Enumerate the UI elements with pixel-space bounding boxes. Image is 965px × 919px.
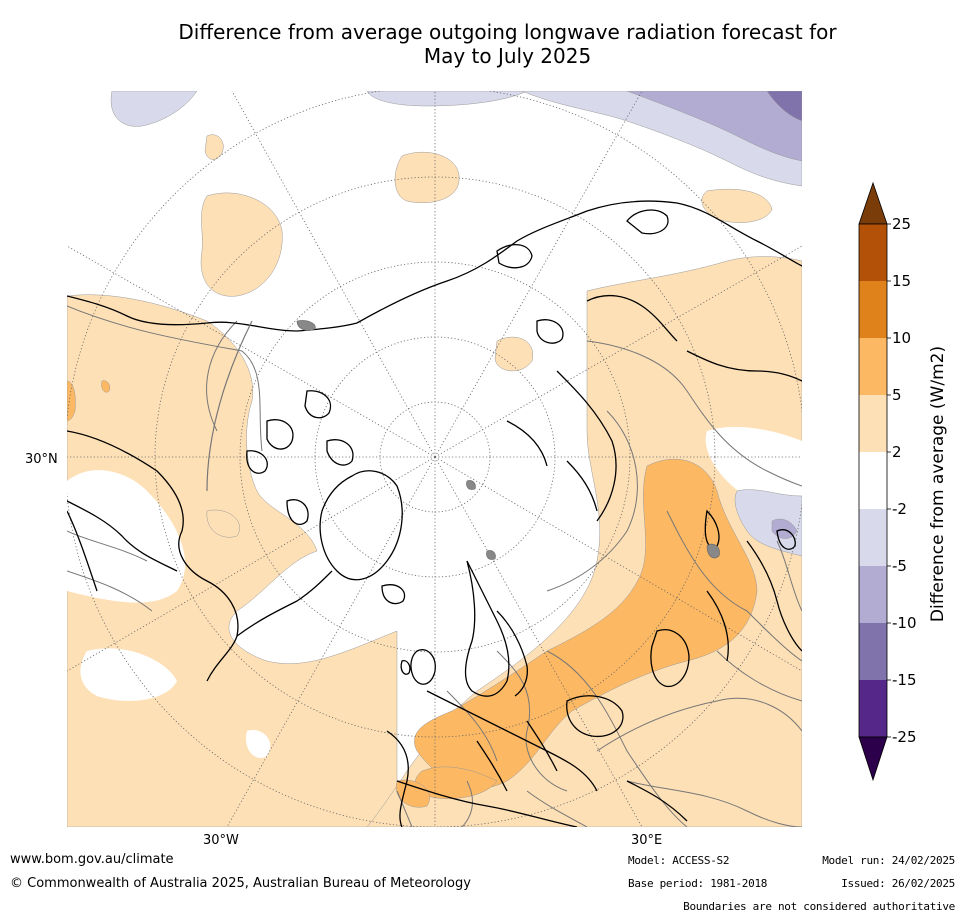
anomaly-minus-15-to-minus-10 [766, 91, 802, 122]
ice-outlines [296, 320, 720, 560]
colorbar-tick: 10 [892, 329, 912, 347]
colorbar-m10-m5 [859, 566, 887, 623]
caspian-sea-coast [650, 629, 690, 688]
colorbar-tick: -10 [892, 614, 917, 632]
colorbar-neutral [859, 452, 887, 509]
colorbar-tick: -15 [892, 671, 917, 689]
footer-base-period: Base period: 1981-2018 [628, 877, 768, 890]
colorbar-tick: 25 [892, 215, 912, 233]
footer-model: Model: ACCESS-S2 [628, 854, 730, 867]
title-line-1: Difference from average outgoing longwav… [178, 20, 837, 44]
polar-map [67, 91, 802, 827]
colorbar-extend-bottom [858, 736, 888, 782]
anomaly-neutral-holes [67, 426, 802, 759]
colorbar-10-15 [859, 281, 887, 338]
footer-copyright: © Commonwealth of Australia 2025, Austra… [10, 876, 471, 891]
graticule [67, 91, 802, 827]
colorbar-m15-m10 [859, 623, 887, 680]
colorbar [855, 180, 965, 790]
iceland-coast [381, 584, 406, 605]
label-30n: 30°N [25, 452, 58, 467]
scandinavia-coast [464, 560, 510, 697]
colorbar-tick: 15 [892, 272, 912, 290]
colorbar-2-5 [859, 395, 887, 452]
colorbar-m5-m2 [859, 509, 887, 566]
title-line-2: May to July 2025 [423, 44, 592, 68]
greenland-coast [319, 470, 403, 581]
country-boundaries [67, 305, 802, 827]
footer-boundaries: Boundaries are not considered authoritat… [683, 900, 955, 913]
colorbar-tick: -5 [892, 557, 907, 575]
black-sea-coast [566, 695, 624, 738]
footer-model-run: Model run: 24/02/2025 [822, 854, 955, 867]
colorbar-tick: 5 [892, 386, 902, 404]
coastlines [67, 200, 802, 827]
footer-issued: Issued: 26/02/2025 [841, 877, 955, 890]
anomaly-5-to-10 [67, 380, 758, 808]
colorbar-m25-m15 [859, 680, 887, 737]
colorbar-5-10 [859, 338, 887, 395]
colorbar-extend-top [858, 181, 888, 225]
colorbar-tick: 2 [892, 443, 902, 461]
chart-title: Difference from average outgoing longwav… [100, 20, 915, 68]
projection-boundary [206, 320, 253, 492]
footer-website: www.bom.gov.au/climate [10, 852, 174, 867]
colorbar-tick: -25 [892, 728, 917, 746]
colorbar-15-25 [859, 224, 887, 281]
label-30e: 30°E [631, 833, 663, 848]
label-30w: 30°W [203, 833, 239, 848]
colorbar-title: Difference from average (W/m2) [928, 345, 948, 623]
colorbar-tick: -2 [892, 500, 907, 518]
